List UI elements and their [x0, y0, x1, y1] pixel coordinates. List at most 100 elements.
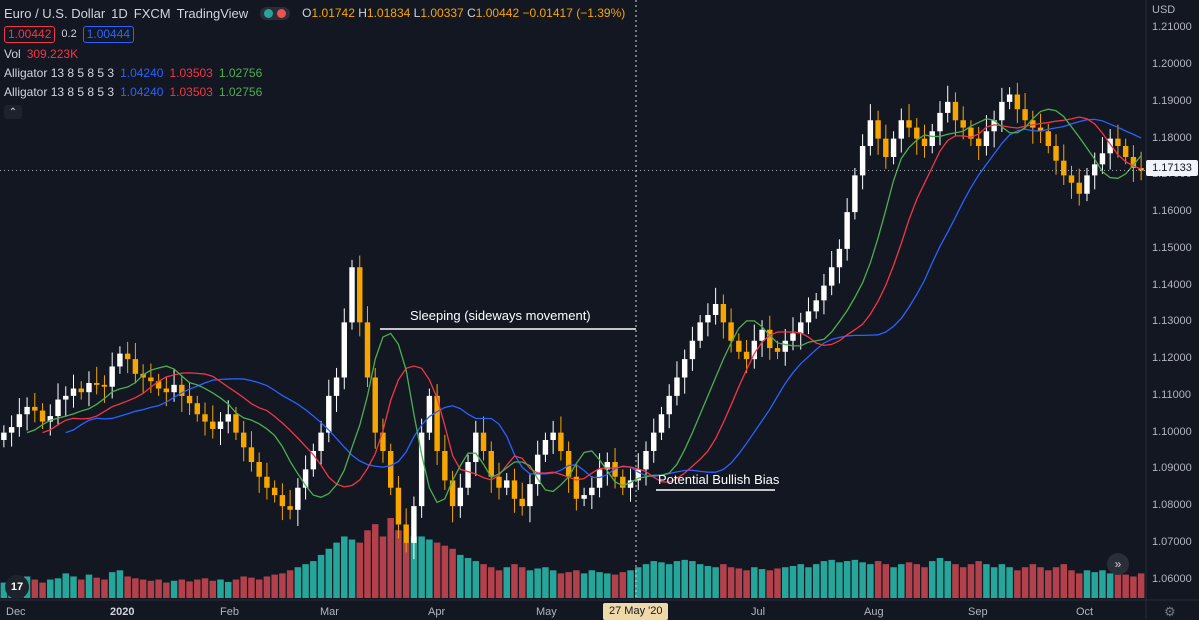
indicator-alligator-1[interactable]: Alligator 13 8 5 8 5 3 1.04240 1.03503 1… — [4, 64, 625, 83]
jaw-value: 1.04240 — [120, 66, 164, 80]
candle-body — [155, 381, 162, 389]
volume-bar — [681, 559, 688, 598]
teeth-value: 1.03503 — [169, 85, 213, 99]
indicator-alligator-2[interactable]: Alligator 13 8 5 8 5 3 1.04240 1.03503 1… — [4, 83, 625, 102]
candle-body — [565, 451, 572, 477]
volume-bar — [928, 561, 936, 598]
candle-body — [186, 395, 193, 404]
interval-label[interactable]: 1D — [111, 6, 128, 21]
candle-body — [821, 285, 827, 301]
volume-bar — [526, 570, 534, 598]
candle-body — [32, 406, 38, 411]
time-tick-label: Apr — [428, 606, 446, 618]
candle-body — [720, 304, 727, 323]
volume-bar — [1029, 564, 1037, 598]
volume-bar — [147, 580, 155, 598]
volume-bar — [263, 576, 271, 598]
low-label: L — [413, 6, 421, 20]
volume-bar — [457, 554, 464, 598]
candle-body — [148, 377, 154, 382]
candle-body — [93, 383, 100, 385]
volume-bar — [39, 582, 46, 598]
symbol-name[interactable]: Euro / U.S. Dollar — [4, 6, 106, 21]
volume-bar — [518, 567, 526, 598]
volume-bar — [983, 564, 990, 598]
last-price-tag: 1.17133 — [1146, 160, 1198, 176]
price-tick-label: 1.15000 — [1152, 241, 1192, 254]
double-chevron-right-icon[interactable]: » — [1107, 553, 1129, 575]
candle-body — [333, 377, 340, 396]
candle-body — [635, 469, 641, 481]
candle-body — [844, 212, 850, 249]
indicator-vol[interactable]: Vol 309.223K — [4, 45, 625, 64]
platform-label: TradingView — [176, 6, 249, 21]
volume-bar — [124, 576, 131, 598]
high-label: H — [358, 6, 367, 20]
candle-body — [1138, 168, 1144, 171]
lips-value: 1.02756 — [218, 66, 263, 80]
candle-body — [434, 395, 440, 451]
volume-bar — [279, 573, 286, 598]
gear-icon[interactable]: ⚙ — [1164, 604, 1176, 619]
volume-bar — [766, 570, 774, 598]
tradingview-logo-icon[interactable]: 17 — [5, 575, 29, 599]
candle-body — [689, 340, 696, 360]
candle-body — [70, 388, 77, 396]
candle-body — [364, 322, 371, 378]
volume-bar — [720, 564, 727, 598]
candle-body — [24, 406, 30, 415]
time-tick-label: 2020 — [110, 606, 135, 618]
price-tick-label: 1.18000 — [1152, 131, 1192, 144]
volume-bar — [240, 576, 247, 598]
candle-body — [302, 469, 309, 488]
sell-button[interactable]: 1.00442 — [4, 25, 56, 43]
candle-body — [604, 462, 611, 470]
volume-bar — [31, 579, 39, 598]
broker-label: FXCM — [133, 6, 171, 21]
candle-body — [380, 432, 386, 451]
volume-bar — [998, 564, 1006, 598]
volume-bar — [371, 524, 379, 598]
symbol-row: Euro / U.S. Dollar 1D FXCM TradingView O… — [4, 4, 625, 23]
price-tick-label: 1.07000 — [1152, 535, 1192, 548]
chevron-up-icon[interactable]: ⌃ — [4, 105, 22, 119]
candle-body — [519, 498, 525, 507]
volume-bar — [898, 564, 905, 598]
buy-button[interactable]: 1.00444 — [82, 25, 135, 43]
candle-body — [1099, 153, 1106, 165]
volume-bar — [650, 561, 657, 598]
lips-value: 1.02756 — [218, 85, 263, 99]
volume-bar — [735, 568, 743, 598]
volume-bar — [480, 564, 487, 598]
volume-bar — [905, 562, 913, 598]
volume-bar — [433, 542, 441, 598]
volume-bar — [333, 542, 340, 598]
volume-bar — [874, 561, 882, 598]
volume-bar — [1060, 564, 1068, 598]
price-tick-label: 1.14000 — [1152, 278, 1192, 291]
volume-bar — [232, 579, 240, 598]
candle-body — [511, 480, 518, 499]
volume-bar — [704, 566, 712, 598]
volume-bar — [402, 542, 410, 598]
volume-bar — [93, 577, 100, 598]
market-status-icon[interactable] — [260, 7, 291, 20]
volume-bar — [867, 564, 874, 598]
volume-bar — [472, 561, 480, 598]
volume-bar — [224, 582, 232, 598]
volume-bar — [542, 567, 549, 598]
volume-bar — [410, 536, 418, 598]
currency-label[interactable]: USD — [1152, 4, 1176, 16]
candle-body — [1122, 145, 1129, 157]
volume-bar — [503, 567, 510, 598]
candle-body — [651, 432, 657, 451]
volume-bar — [534, 568, 541, 598]
candle-body — [952, 101, 959, 121]
volume-bar — [758, 569, 766, 598]
volume-bar — [286, 570, 294, 598]
time-tick-label: Feb — [220, 606, 239, 618]
volume-bar — [194, 579, 201, 598]
volume-bar — [85, 574, 93, 598]
candle-body — [527, 484, 533, 507]
